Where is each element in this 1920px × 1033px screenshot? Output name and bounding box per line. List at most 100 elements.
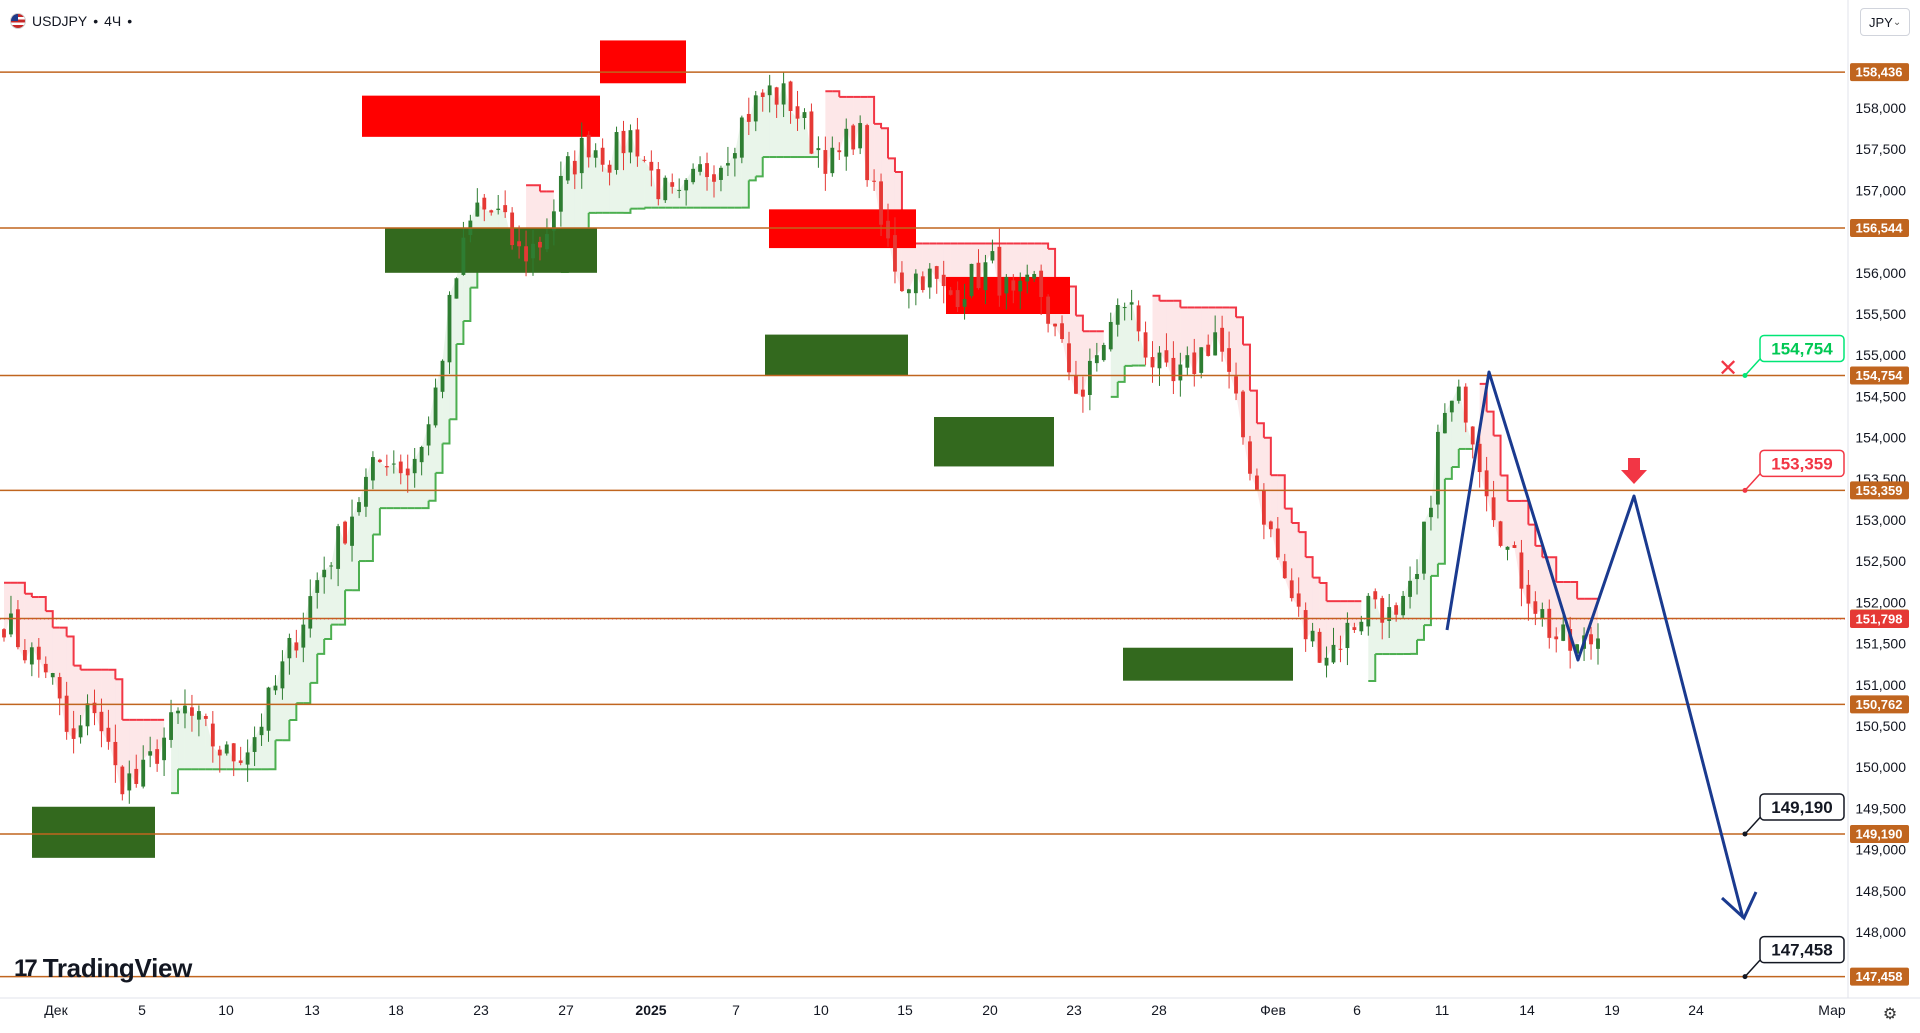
trail-line-up (428, 472, 437, 502)
candle-body (134, 768, 139, 784)
candle-body (447, 294, 452, 363)
trail-line-down (1284, 507, 1293, 524)
trail-line-up (317, 639, 326, 655)
time-axis-tick: 20 (982, 1002, 998, 1018)
trail-fill (762, 85, 770, 158)
candle-body (475, 202, 480, 217)
candle-body (551, 211, 556, 231)
candle-body (691, 168, 696, 183)
candle-body (1039, 270, 1044, 297)
price-axis-tick: 156,000 (1855, 265, 1906, 281)
symbol-name: USDJPY (32, 13, 88, 29)
candle-body (1394, 605, 1399, 615)
currency-select[interactable]: JPY ⌄ (1860, 8, 1910, 36)
trail-line-up (435, 443, 444, 474)
candle-body (684, 179, 689, 191)
supply-zone (600, 40, 686, 84)
demand-zone (1123, 647, 1293, 681)
candle-body (913, 273, 918, 294)
trail-line-down (1291, 522, 1300, 533)
candle-body (872, 180, 877, 182)
supply-zone (362, 95, 600, 137)
axis-level-tag (1850, 481, 1909, 500)
candle-body (1046, 296, 1051, 324)
time-axis-tick: 14 (1519, 1002, 1535, 1018)
trail-fill (595, 150, 603, 213)
axis-level-tag (1850, 695, 1909, 714)
candle-body (1547, 608, 1552, 638)
candle-body (712, 174, 716, 182)
candle-body (391, 463, 396, 465)
candle-body (357, 502, 361, 513)
trail-line-down (881, 127, 890, 159)
price-axis-tick: 154,500 (1855, 388, 1906, 404)
candle-body (1060, 323, 1064, 340)
tradingview-logo[interactable]: 17 TradingView (14, 953, 192, 984)
candle-body (1554, 636, 1559, 640)
trail-line-down (1298, 531, 1307, 558)
candle-body (809, 111, 814, 154)
trail-line-down (1305, 556, 1314, 578)
trail-line-down (1500, 474, 1509, 501)
gear-icon[interactable]: ⚙ (1882, 1006, 1898, 1023)
trail-fill (1152, 295, 1160, 368)
trail-line-down (1549, 556, 1558, 583)
trail-line-up (352, 561, 360, 592)
trail-fill (1347, 601, 1355, 630)
candle-body (50, 673, 55, 678)
candle-body (461, 237, 466, 275)
candle-body (725, 163, 730, 166)
candle-body (1241, 391, 1245, 438)
candle-body (1094, 355, 1099, 364)
trail-line-up (463, 287, 472, 323)
trail-fill (87, 669, 95, 714)
trail-fill (212, 746, 220, 770)
candle-body (1150, 357, 1155, 368)
candle-body (586, 134, 591, 158)
price-axis-tick: 158,000 (1855, 100, 1906, 116)
trail-fill (31, 597, 39, 660)
trail-fill (1229, 307, 1237, 394)
axis-level-tag (1850, 610, 1909, 629)
symbol-header[interactable]: USDJPY • 4Ч • (10, 10, 132, 32)
candle-body (746, 113, 751, 122)
axis-level-tag (1850, 824, 1909, 843)
candle-body (1533, 601, 1538, 614)
candle-body (1080, 389, 1085, 397)
time-axis-tick: Фев (1260, 1002, 1286, 1018)
trail-line-up (372, 508, 381, 536)
trail-line-up (637, 207, 646, 210)
candle-body (886, 220, 890, 239)
candle-body (1275, 528, 1280, 558)
axis-level-tag-text: 154,754 (1856, 368, 1904, 383)
candle-body (607, 164, 612, 173)
time-axis-tick: 2025 (635, 1002, 666, 1018)
trail-line-up (1451, 448, 1460, 469)
candle-body (1143, 332, 1148, 358)
trail-line-down (1486, 410, 1495, 436)
candle-body (29, 647, 34, 665)
trail-line-up (1437, 478, 1446, 565)
candle-body (148, 751, 153, 756)
candle-body (1282, 561, 1287, 579)
candle-body (1171, 357, 1176, 382)
price-label-box (1759, 334, 1845, 363)
candle-body (1206, 344, 1211, 356)
candle-body (1185, 355, 1190, 368)
time-axis-tick: 11 (1435, 1002, 1450, 1018)
trail-fill (386, 463, 394, 509)
time-axis-tick: 23 (473, 1002, 489, 1018)
candle-body (384, 466, 389, 468)
candle-body (823, 150, 828, 174)
candle-body (489, 210, 494, 213)
trail-line-up (1410, 639, 1419, 655)
candle-body (955, 290, 960, 308)
candle-body (524, 246, 528, 262)
trail-fill (1096, 331, 1104, 356)
price-label-box (1759, 793, 1845, 821)
trail-line-down (832, 90, 841, 97)
trail-line-up (755, 157, 764, 178)
trail-fill (637, 156, 645, 209)
candle-body (301, 624, 306, 648)
